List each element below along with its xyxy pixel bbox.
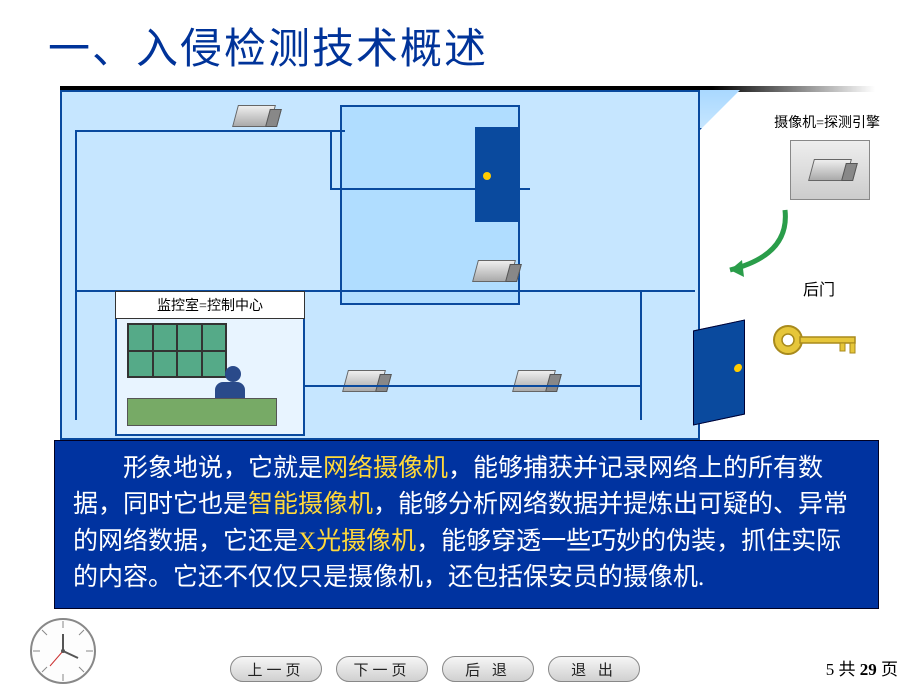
camera-icon (232, 105, 276, 127)
clock-icon (28, 616, 98, 686)
overlay-highlight: X光摄像机 (298, 528, 416, 555)
page-sep: 共 (839, 660, 856, 679)
footer: 上一页 下一页 后 退 退 出 5 共 29 页 (0, 644, 920, 690)
page-total: 29 (860, 660, 877, 679)
next-page-button[interactable]: 下一页 (336, 656, 428, 682)
camera-icon (512, 370, 556, 392)
back-button[interactable]: 后 退 (442, 656, 534, 682)
page-title: 一、入侵检测技术概述 (0, 0, 920, 86)
inner-door (475, 127, 520, 222)
camera-icon (472, 260, 516, 282)
prev-page-button[interactable]: 上一页 (230, 656, 322, 682)
overlay-highlight: 网络摄像机 (323, 455, 448, 482)
exit-button[interactable]: 退 出 (548, 656, 640, 682)
description-overlay: 形象地说，它就是网络摄像机，能够捕获并记录网络上的所有数据，同时它也是智能摄像机… (54, 440, 879, 609)
nav-buttons: 上一页 下一页 后 退 退 出 (230, 656, 640, 682)
diagram-area: 监控室=控制中心 摄像机=探测引擎 后门 (60, 90, 880, 450)
page-sep: 页 (881, 660, 898, 679)
camera-icon (342, 370, 386, 392)
cable (640, 290, 642, 420)
overlay-highlight: 智能摄像机 (248, 491, 373, 518)
control-room-label: 监控室=控制中心 (115, 291, 305, 319)
backdoor-icon (693, 319, 745, 425)
page-current: 5 (826, 660, 835, 679)
camera-icon (808, 159, 852, 181)
key-icon (770, 320, 870, 360)
cable (260, 385, 640, 387)
page-indicator: 5 共 29 页 (826, 655, 898, 680)
legend-camera-label: 摄像机=探测引擎 (774, 112, 880, 132)
door-knob-icon (483, 172, 491, 180)
cable (330, 130, 332, 190)
legend-backdoor-label: 后门 (803, 276, 835, 300)
control-desk (127, 398, 277, 426)
cable (75, 130, 77, 420)
legend-camera-box (790, 140, 870, 200)
control-room: 监控室=控制中心 (115, 316, 305, 436)
cable (330, 188, 530, 190)
green-arrow-icon (700, 205, 800, 285)
cable (75, 130, 345, 132)
overlay-text: 形象地说，它就是 (123, 455, 323, 482)
door-knob-icon (734, 363, 742, 373)
